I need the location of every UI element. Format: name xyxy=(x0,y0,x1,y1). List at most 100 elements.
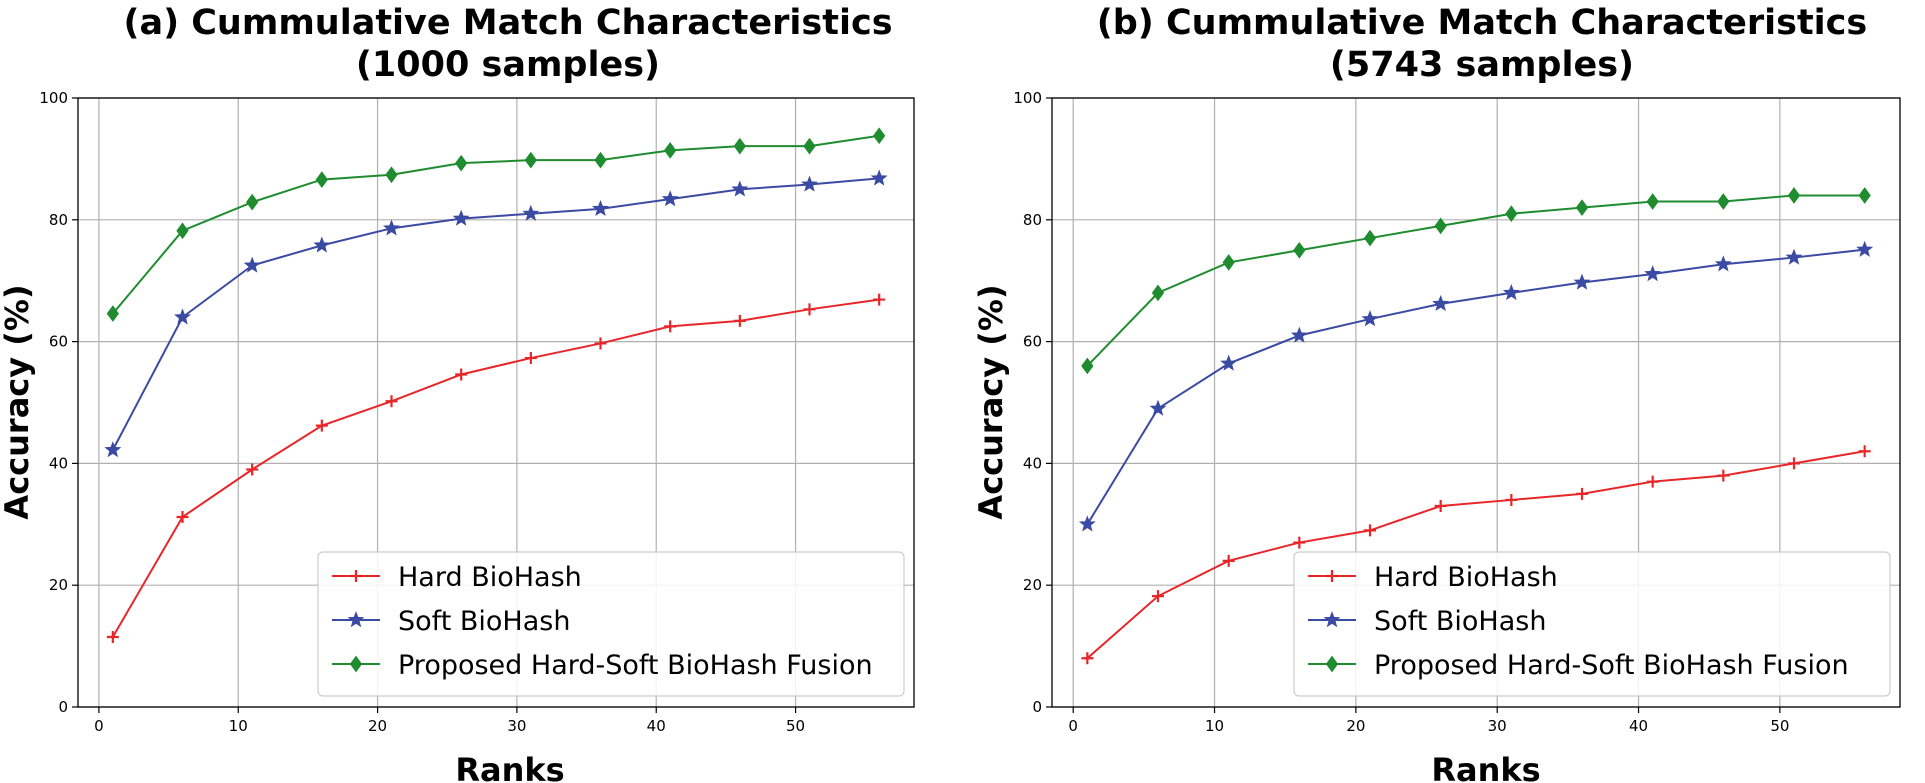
legend-marker xyxy=(1323,611,1341,628)
data-point xyxy=(1081,357,1094,375)
legend-item: Soft BioHash xyxy=(332,606,570,637)
legend-marker xyxy=(347,611,365,628)
series-proposed-hard-soft-biohash-fusion xyxy=(106,127,886,322)
y-tick-label: 0 xyxy=(58,698,68,716)
data-point xyxy=(733,137,746,155)
series-line xyxy=(111,177,880,451)
legend-item: Soft BioHash xyxy=(1308,606,1546,637)
series-layer xyxy=(1078,187,1874,665)
data-point xyxy=(1858,445,1871,458)
x-tick-label: 50 xyxy=(786,717,805,735)
chart-panel-b: (b) Cummulative Match Characteristics (5… xyxy=(972,3,1901,783)
y-tick-label: 60 xyxy=(49,333,68,351)
chart-title-line1: (a) Cummulative Match Characteristics xyxy=(123,3,892,43)
legend-item: Hard BioHash xyxy=(332,562,582,593)
data-point xyxy=(1858,187,1871,204)
data-point xyxy=(1434,500,1447,513)
legend-label: Hard BioHash xyxy=(398,562,582,593)
y-tick-label: 80 xyxy=(49,211,68,229)
data-point xyxy=(315,171,328,188)
data-point xyxy=(1573,273,1591,290)
data-point xyxy=(176,222,189,240)
data-point xyxy=(733,314,746,327)
y-axis-label: Accuracy (%) xyxy=(0,284,36,519)
x-tick-label: 40 xyxy=(647,717,666,735)
data-point xyxy=(1717,193,1730,210)
series-line xyxy=(1086,248,1865,525)
data-point xyxy=(1149,399,1167,416)
y-tick-label: 40 xyxy=(1023,454,1042,472)
data-point xyxy=(243,256,261,273)
legend-item: Hard BioHash xyxy=(1308,562,1558,593)
axis-ticks: 0 10 20 30 40 50 0 20 40 60 80 100 xyxy=(39,89,805,735)
legend-label: Hard BioHash xyxy=(1374,562,1558,593)
y-tick-label: 20 xyxy=(1023,576,1042,594)
x-axis-label: Ranks xyxy=(1431,751,1540,783)
data-point xyxy=(524,352,537,365)
data-point xyxy=(731,180,749,197)
y-tick-label: 0 xyxy=(1032,698,1042,716)
legend-marker xyxy=(350,570,362,582)
data-point xyxy=(385,395,398,408)
y-tick-label: 100 xyxy=(1013,89,1042,107)
series-soft-biohash xyxy=(104,169,888,458)
data-point xyxy=(592,199,609,217)
data-point xyxy=(1856,240,1874,257)
data-point xyxy=(1505,205,1518,223)
data-point xyxy=(315,419,328,432)
x-tick-label: 20 xyxy=(1346,717,1365,735)
x-axis-label: Ranks xyxy=(455,751,564,783)
y-tick-label: 40 xyxy=(49,454,68,472)
data-point xyxy=(246,463,259,476)
data-point xyxy=(1644,265,1662,282)
x-tick-label: 0 xyxy=(1068,717,1078,735)
data-point xyxy=(452,209,470,226)
data-point xyxy=(870,169,888,186)
plot-frame xyxy=(1051,97,1901,708)
series-layer xyxy=(104,127,888,643)
data-point xyxy=(1081,652,1094,665)
legend-label: Soft BioHash xyxy=(1374,606,1546,637)
series-line xyxy=(1086,450,1865,660)
data-point xyxy=(1432,294,1450,312)
y-tick-label: 100 xyxy=(39,89,68,107)
data-point xyxy=(1290,326,1308,343)
x-tick-label: 40 xyxy=(1629,717,1648,735)
chart-title-line1: (b) Cummulative Match Characteristics xyxy=(1097,3,1868,43)
data-point xyxy=(594,337,607,350)
data-point xyxy=(1646,193,1659,210)
legend-label: Soft BioHash xyxy=(398,606,570,637)
legend-box xyxy=(317,551,905,697)
x-tick-label: 0 xyxy=(94,717,104,735)
series-line xyxy=(111,298,880,638)
legend-box xyxy=(1293,551,1891,697)
data-point xyxy=(1575,199,1589,216)
data-point xyxy=(1152,590,1164,603)
data-point xyxy=(1505,493,1518,506)
legend-marker xyxy=(1325,655,1339,673)
data-point xyxy=(801,175,818,192)
data-point xyxy=(455,368,468,381)
chart-title-line2: (1000 samples) xyxy=(356,45,660,85)
axis-ticks: 0 10 20 30 40 50 0 20 40 60 80 100 xyxy=(1013,89,1789,735)
data-point xyxy=(1222,254,1235,271)
series-line xyxy=(1086,194,1865,367)
data-point xyxy=(106,630,119,643)
legend-marker xyxy=(349,655,363,673)
y-tick-label: 20 xyxy=(49,576,68,594)
series-proposed-hard-soft-biohash-fusion xyxy=(1081,187,1871,375)
data-point xyxy=(176,510,189,523)
data-point xyxy=(174,308,191,325)
series-hard-biohash xyxy=(1081,445,1871,665)
data-point xyxy=(522,204,540,221)
x-tick-label: 30 xyxy=(507,717,526,735)
legend-item: Proposed Hard-Soft BioHash Fusion xyxy=(1308,650,1849,681)
data-point xyxy=(1502,283,1520,301)
x-tick-label: 30 xyxy=(1488,717,1507,735)
data-point xyxy=(385,166,398,184)
legend-item: Proposed Hard-Soft BioHash Fusion xyxy=(332,650,873,681)
data-point xyxy=(106,305,119,322)
data-point xyxy=(1363,229,1377,247)
legend-marker xyxy=(1326,570,1338,582)
